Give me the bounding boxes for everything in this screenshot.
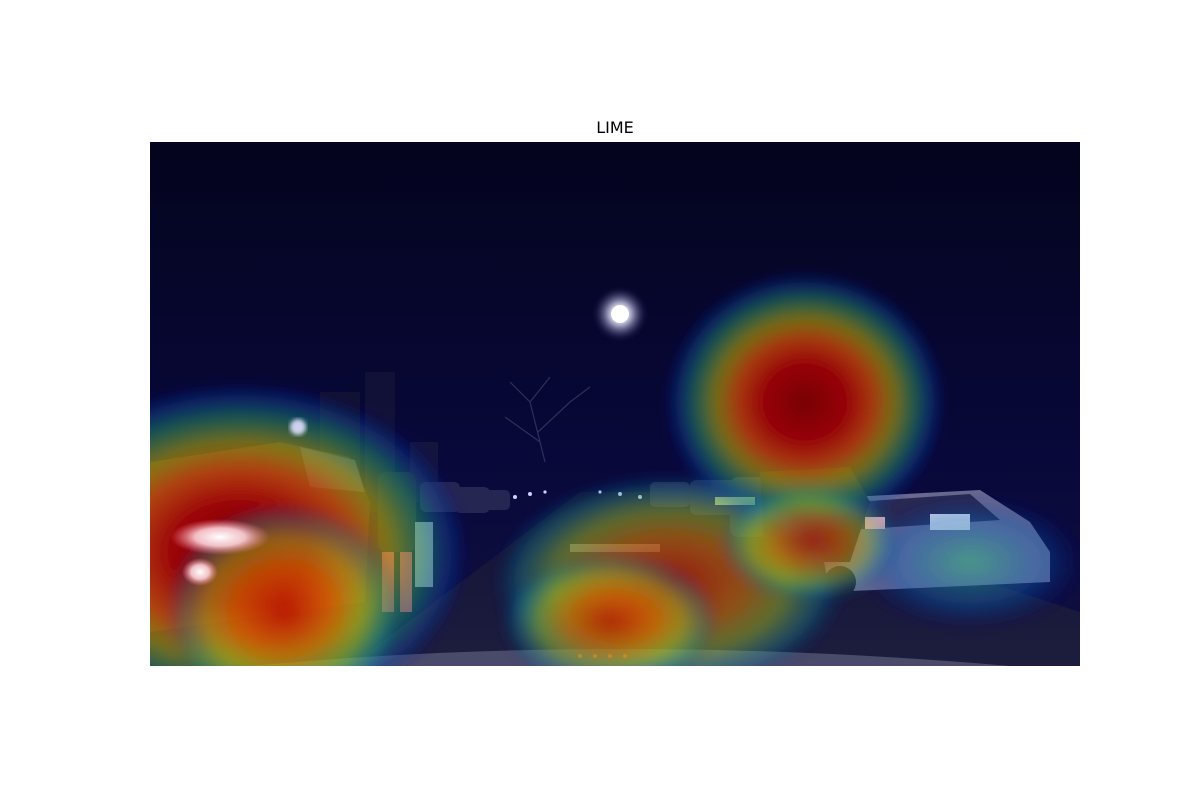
figure-title: LIME xyxy=(596,118,634,137)
lime-saliency-heatmap-icon xyxy=(150,142,1080,666)
image-axes xyxy=(150,142,1080,666)
